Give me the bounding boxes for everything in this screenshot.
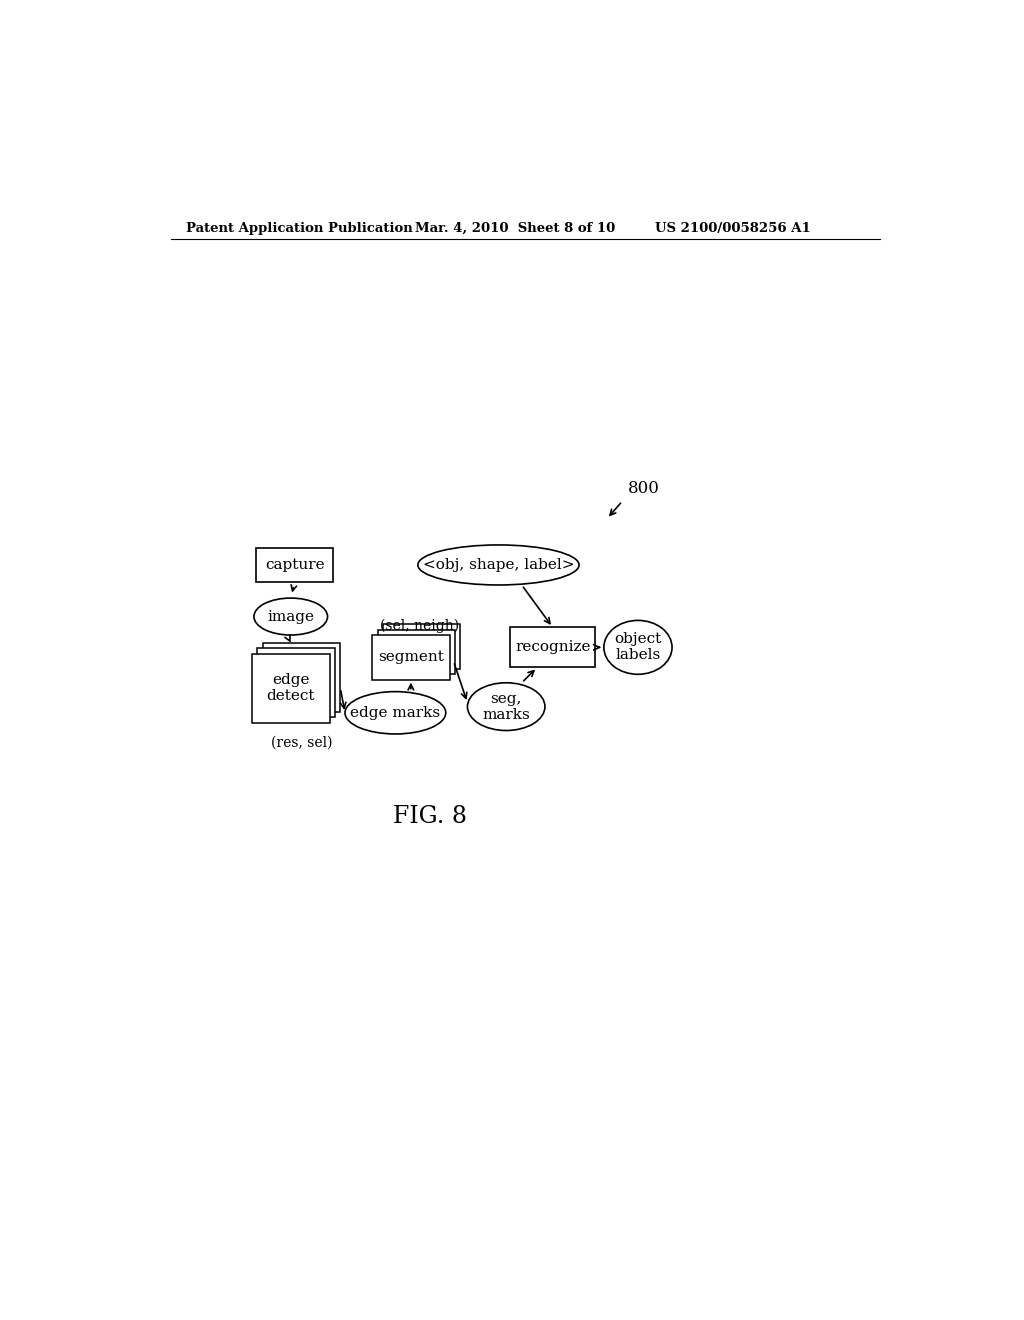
Text: image: image [267, 610, 314, 623]
FancyBboxPatch shape [263, 643, 340, 711]
Text: edge
detect: edge detect [266, 673, 315, 704]
FancyBboxPatch shape [378, 630, 455, 675]
Text: (res, sel): (res, sel) [271, 737, 333, 750]
Text: segment: segment [378, 651, 443, 664]
Ellipse shape [418, 545, 579, 585]
FancyBboxPatch shape [372, 635, 450, 680]
Text: Patent Application Publication: Patent Application Publication [186, 222, 413, 235]
Text: edge marks: edge marks [350, 706, 440, 719]
Text: recognize: recognize [515, 640, 591, 655]
FancyBboxPatch shape [510, 627, 595, 668]
Text: seg,
marks: seg, marks [482, 692, 530, 722]
FancyBboxPatch shape [383, 624, 461, 669]
Text: US 2100/0058256 A1: US 2100/0058256 A1 [655, 222, 811, 235]
Text: object
labels: object labels [614, 632, 662, 663]
Text: 800: 800 [628, 480, 659, 498]
Text: capture: capture [265, 558, 325, 572]
Ellipse shape [467, 682, 545, 730]
Text: Mar. 4, 2010  Sheet 8 of 10: Mar. 4, 2010 Sheet 8 of 10 [415, 222, 615, 235]
Text: <obj, shape, label>: <obj, shape, label> [423, 558, 574, 572]
Text: (sel, neigh): (sel, neigh) [380, 619, 459, 634]
Ellipse shape [254, 598, 328, 635]
Ellipse shape [345, 692, 445, 734]
FancyBboxPatch shape [256, 548, 334, 582]
FancyBboxPatch shape [257, 648, 335, 718]
Text: FIG. 8: FIG. 8 [393, 805, 467, 828]
FancyBboxPatch shape [252, 653, 330, 723]
Ellipse shape [604, 620, 672, 675]
